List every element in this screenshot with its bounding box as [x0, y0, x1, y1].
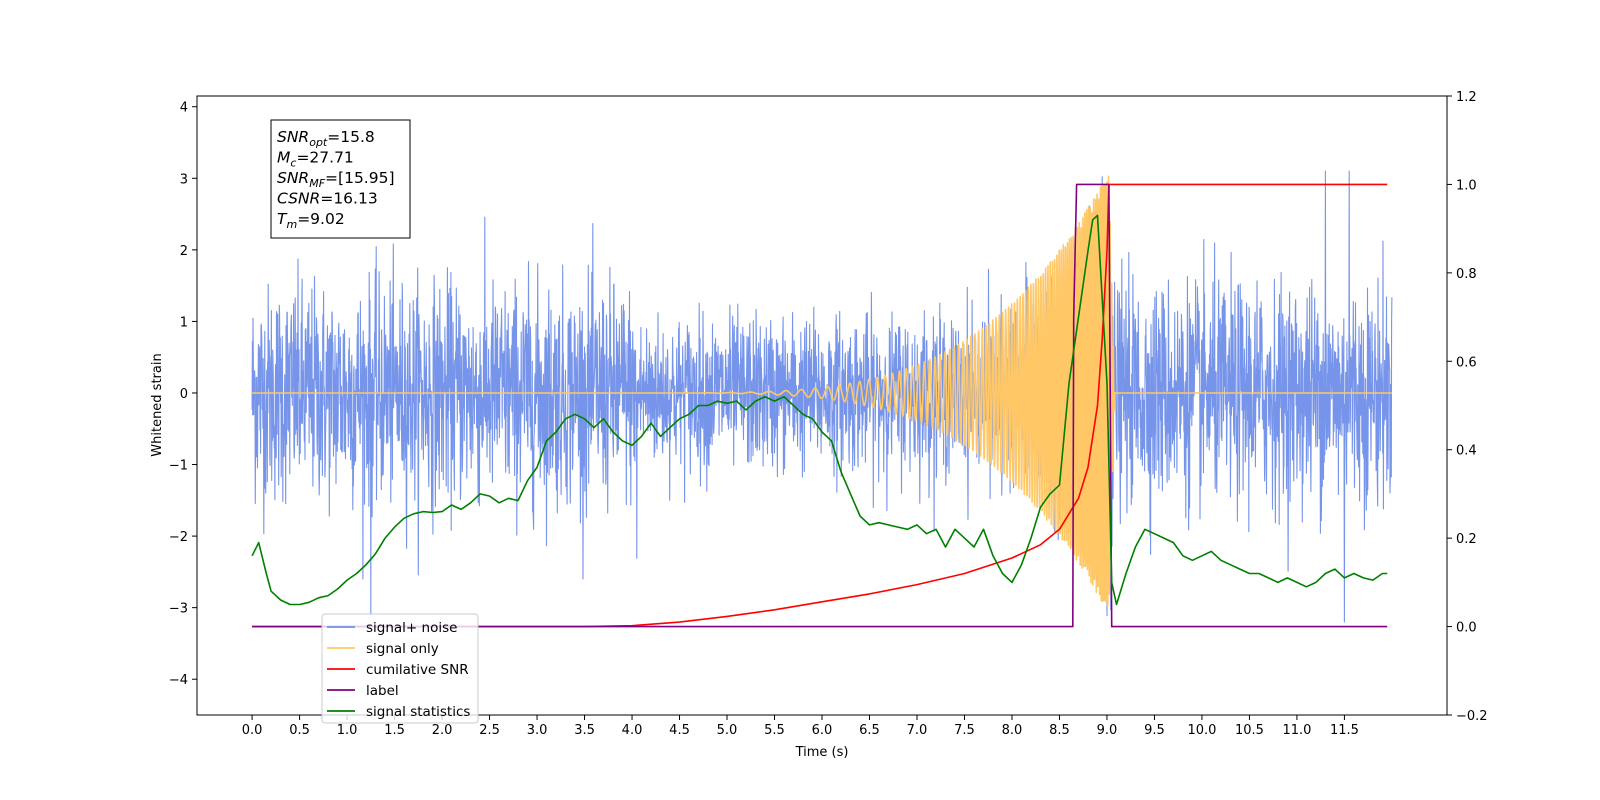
- x-tick-label: 9.5: [1144, 723, 1165, 738]
- y-tick-label: 4: [180, 101, 188, 116]
- x-tick-label: 6.5: [859, 723, 880, 738]
- info-symbol: M: [277, 149, 290, 167]
- legend-label: cumilative SNR: [366, 662, 469, 678]
- y-tick-label: −3: [169, 602, 188, 617]
- info-box-lines: SNRopt=15.8Mc=27.71SNRMF=[15.95]CSNR=16.…: [277, 128, 395, 231]
- y2-tick-label: 1.0: [1456, 178, 1477, 193]
- x-tick-label: 5.5: [764, 723, 785, 738]
- x-tick-label: 7.5: [954, 723, 975, 738]
- x-tick-label: 2.0: [432, 723, 453, 738]
- x-tick-label: 8.0: [1002, 723, 1023, 738]
- series-line-1: [251, 170, 1393, 623]
- info-subscript: opt: [309, 136, 328, 149]
- y-axis-label: Whitened strain: [150, 353, 165, 456]
- x-tick-label: 5.0: [717, 723, 738, 738]
- info-symbol: T: [277, 210, 288, 228]
- y-axis-left: 4 3 2 1 0 −1 −2 −3 −4: [169, 101, 197, 688]
- series-line-4: [252, 183, 1388, 628]
- x-tick-label: 11.5: [1330, 723, 1359, 738]
- info-symbol: SNR: [277, 169, 309, 187]
- series-line-5: [251, 214, 1388, 606]
- y2-tick-label: 0.4: [1456, 444, 1477, 459]
- y-tick-label: −1: [169, 459, 188, 474]
- info-value: =[15.95]: [325, 169, 394, 187]
- x-tick-label: 4.0: [622, 723, 643, 738]
- x-tick-label: 3.5: [574, 723, 595, 738]
- x-tick-label: 1.0: [337, 723, 358, 738]
- info-line: SNRopt=15.8: [277, 128, 375, 149]
- x-tick-label: 7.0: [907, 723, 928, 738]
- x-tick-label: 10.0: [1187, 723, 1216, 738]
- legend-label: label: [366, 683, 399, 699]
- legend-entries: signal+ noise signal only cumilative SNR la…: [327, 620, 470, 720]
- x-axis: 0.0 0.5 1.0 1.5 2.0 2.5 3.0 3.5 4.0 4.5 5.0 5.5 6.0 6…: [242, 715, 1359, 738]
- info-line: Mc=27.71: [277, 149, 354, 170]
- y-tick-label: 1: [180, 315, 188, 330]
- x-tick-label: 2.5: [479, 723, 500, 738]
- x-tick-label: 6.0: [812, 723, 833, 738]
- y2-tick-label: 0.2: [1456, 532, 1477, 547]
- x-tick-label: 3.0: [527, 723, 548, 738]
- info-symbol: SNR: [277, 128, 309, 146]
- y-tick-label: 3: [180, 172, 188, 187]
- y-tick-label: −4: [169, 673, 188, 688]
- y-tick-label: 0: [180, 387, 188, 402]
- y2-tick-label: 0.8: [1456, 267, 1477, 282]
- x-tick-label: 0.5: [289, 723, 310, 738]
- info-symbol: CSNR: [277, 190, 320, 208]
- legend-label: signal only: [366, 641, 439, 657]
- series-line-3: [252, 183, 1388, 628]
- legend-frame: [321, 613, 479, 724]
- y-axis-right: 1.2 1.0 0.8 0.6 0.4 0.2 0.0 −0.2: [1447, 90, 1488, 724]
- y2-tick-label: −0.2: [1456, 709, 1488, 724]
- info-subscript: MF: [309, 177, 325, 190]
- legend-label: signal+ noise: [366, 620, 457, 636]
- y2-tick-label: 0.0: [1456, 621, 1477, 636]
- x-tick-label: 0.0: [242, 723, 263, 738]
- legend-label: signal statistics: [366, 704, 470, 720]
- y2-tick-label: 0.6: [1456, 355, 1477, 370]
- x-tick-label: 10.5: [1235, 723, 1264, 738]
- x-tick-label: 1.5: [384, 723, 405, 738]
- info-value: =27.71: [296, 149, 353, 167]
- info-line: SNRMF=[15.95]: [277, 169, 395, 190]
- x-tick-label: 8.5: [1049, 723, 1070, 738]
- y-tick-label: −2: [169, 530, 188, 545]
- y-tick-label: 2: [180, 244, 188, 259]
- legend: signal+ noise signal only cumilative SNR la…: [321, 613, 479, 724]
- x-axis-label: Time (s): [795, 745, 849, 760]
- info-subscript: c: [290, 157, 296, 170]
- series-layer: [251, 170, 1393, 628]
- series-line-2: [252, 175, 1392, 608]
- info-value: =16.13: [320, 190, 377, 208]
- info-value: =9.02: [297, 210, 345, 228]
- info-box-frame: [270, 119, 411, 239]
- x-tick-label: 11.0: [1282, 723, 1311, 738]
- x-tick-label: 9.0: [1097, 723, 1118, 738]
- info-subscript: m: [286, 218, 297, 231]
- x-tick-label: 4.5: [669, 723, 690, 738]
- info-line: CSNR=16.13: [277, 190, 378, 208]
- y2-tick-label: 1.2: [1456, 90, 1477, 105]
- info-box: SNRopt=15.8Mc=27.71SNRMF=[15.95]CSNR=16.…: [270, 119, 411, 239]
- info-line: Tm=9.02: [277, 210, 345, 231]
- info-value: =15.8: [327, 128, 375, 146]
